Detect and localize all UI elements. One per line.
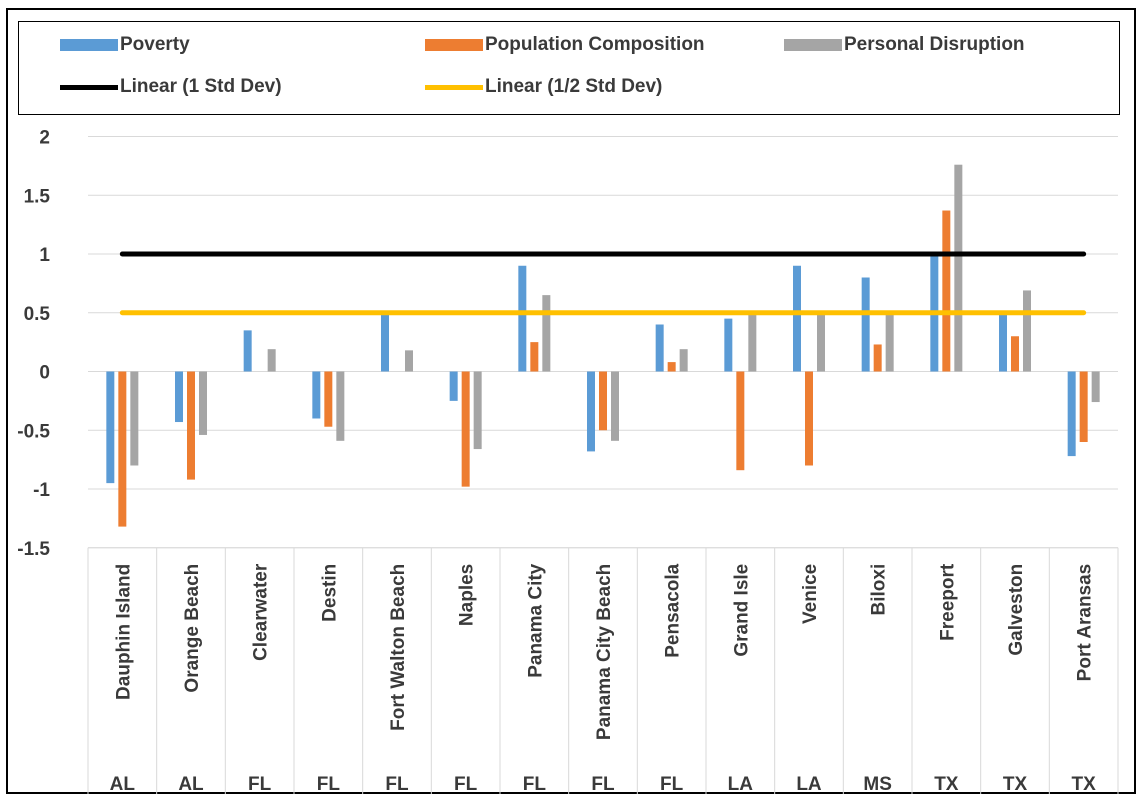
x-tick-label: Biloxi	[869, 564, 890, 616]
bar-personal-disruption	[405, 350, 413, 372]
x-tick-label: Fort Walton Beach	[388, 564, 409, 731]
x-state-label: FL	[591, 774, 615, 795]
x-tick-label: Venice	[800, 564, 821, 624]
x-state-label: FL	[248, 774, 272, 795]
x-state-label: FL	[660, 774, 684, 795]
x-state-label: AL	[178, 774, 204, 795]
bar-personal-disruption	[542, 295, 551, 372]
x-state-label: LA	[796, 774, 822, 795]
bar-population-composition	[942, 210, 951, 372]
bar-population-composition	[461, 371, 470, 487]
x-tick-label: Grand Isle	[731, 564, 752, 657]
x-state-label: TX	[1072, 774, 1097, 795]
x-state-label: FL	[385, 774, 409, 795]
bar-population-composition	[530, 342, 539, 372]
bar-personal-disruption	[611, 371, 619, 441]
bar-population-composition	[187, 371, 195, 480]
x-tick-label: Panama City Beach	[594, 564, 615, 740]
bar-poverty	[655, 324, 664, 372]
legend-item-linear-1-std-dev: Linear (1 Std Dev)	[60, 76, 282, 98]
y-tick-label: -1	[33, 480, 50, 501]
x-state-label: MS	[863, 774, 892, 795]
x-tick-label: Destin	[319, 564, 340, 622]
bar-poverty	[243, 330, 252, 372]
x-state-label: AL	[110, 774, 136, 795]
legend-swatch-poverty	[60, 39, 118, 51]
bar-personal-disruption	[1023, 290, 1031, 372]
bar-personal-disruption	[130, 371, 139, 466]
x-tick-label: Clearwater	[251, 563, 272, 661]
bar-poverty	[175, 371, 183, 423]
bar-poverty	[106, 371, 115, 484]
legend-label-personal-disruption: Personal Disruption	[844, 34, 1025, 55]
bar-personal-disruption	[885, 312, 894, 372]
legend-label-linear-half-std-dev: Linear (1/2 Std Dev)	[485, 76, 663, 97]
legend-swatch-personal-disruption	[784, 39, 842, 51]
bar-population-composition	[873, 344, 882, 372]
x-tick-label: Naples	[457, 564, 478, 626]
y-tick-label: 1.5	[24, 186, 51, 207]
bar-poverty	[312, 371, 321, 419]
bar-poverty	[1067, 371, 1076, 457]
x-tick-label: Freeport	[937, 563, 958, 641]
chart-legend: Poverty Population Composition Personal …	[18, 21, 1120, 115]
y-tick-label: 1	[39, 245, 50, 266]
legend-item-population-composition: Population Composition	[425, 34, 705, 56]
legend-swatch-population-composition	[425, 39, 483, 51]
x-state-label: FL	[454, 774, 478, 795]
bar-personal-disruption	[267, 349, 276, 372]
x-state-label: TX	[934, 774, 959, 795]
legend-label-poverty: Poverty	[120, 34, 190, 55]
y-tick-label: -1.5	[17, 539, 50, 560]
bar-population-composition	[805, 371, 813, 466]
bar-population-composition	[1079, 371, 1088, 442]
bar-population-composition	[667, 362, 676, 372]
bar-population-composition	[118, 371, 127, 527]
legend-item-poverty: Poverty	[60, 34, 190, 56]
bar-population-composition	[1011, 336, 1019, 372]
x-tick-label: Dauphin Island	[113, 564, 134, 700]
bar-personal-disruption	[336, 371, 345, 441]
x-state-label: TX	[1003, 774, 1028, 795]
bar-poverty	[724, 318, 733, 372]
legend-item-personal-disruption: Personal Disruption	[784, 34, 1025, 56]
legend-line-1-std-dev	[60, 84, 118, 90]
bar-personal-disruption	[473, 371, 482, 450]
legend-label-population-composition: Population Composition	[485, 34, 705, 55]
legend-item-linear-half-std-dev: Linear (1/2 Std Dev)	[425, 76, 662, 98]
bar-population-composition	[324, 371, 333, 427]
bar-poverty	[587, 371, 595, 452]
y-tick-label: -0.5	[17, 421, 50, 442]
bar-poverty	[381, 312, 389, 372]
x-tick-label: Port Aransas	[1075, 564, 1096, 682]
bar-personal-disruption	[748, 312, 757, 372]
y-tick-label: 2	[39, 128, 50, 149]
bar-personal-disruption	[817, 312, 825, 372]
bar-population-composition	[599, 371, 607, 431]
x-tick-label: Orange Beach	[182, 564, 203, 693]
bar-personal-disruption	[679, 349, 688, 372]
bar-population-composition	[736, 371, 745, 471]
bar-poverty	[861, 277, 870, 372]
x-state-label: FL	[523, 774, 547, 795]
x-tick-label: Pensacola	[663, 563, 684, 657]
bar-personal-disruption	[954, 164, 963, 372]
x-state-label: FL	[317, 774, 341, 795]
bar-poverty	[518, 265, 527, 372]
legend-line-half-std-dev	[425, 84, 483, 90]
x-state-label: LA	[728, 774, 754, 795]
bar-poverty	[449, 371, 458, 401]
y-tick-label: 0	[39, 363, 50, 384]
x-tick-label: Panama City	[525, 563, 546, 677]
legend-label-linear-1-std-dev: Linear (1 Std Dev)	[120, 76, 282, 97]
y-tick-label: 0.5	[24, 304, 51, 325]
bar-personal-disruption	[1091, 371, 1100, 403]
x-tick-label: Galveston	[1006, 564, 1027, 656]
bar-poverty	[999, 312, 1007, 372]
bar-poverty	[793, 265, 801, 372]
bar-personal-disruption	[199, 371, 207, 435]
